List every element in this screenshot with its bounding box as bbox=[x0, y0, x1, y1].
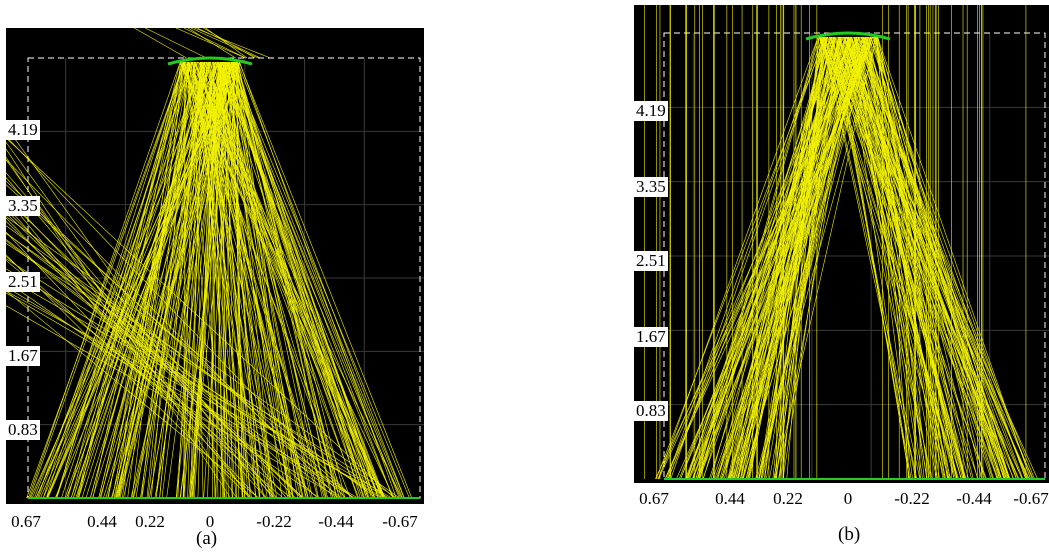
x-tick-label: 0.44 bbox=[85, 512, 119, 532]
x-tick-label: 0 bbox=[841, 489, 855, 509]
x-tick-label: -0.44 bbox=[316, 512, 356, 532]
x-tick-label: 0.67 bbox=[9, 512, 43, 532]
y-tick-label: 0.83 bbox=[6, 420, 40, 440]
lens-element bbox=[805, 31, 891, 41]
ray-trace-plot-b bbox=[634, 5, 1049, 483]
y-tick-label: 3.35 bbox=[6, 196, 40, 216]
y-tick-label: 3.35 bbox=[634, 177, 668, 197]
x-tick-label: -0.67 bbox=[1011, 489, 1049, 509]
y-tick-label: 4.19 bbox=[6, 120, 40, 140]
x-tick-label: 0.44 bbox=[713, 489, 747, 509]
lens-element bbox=[167, 56, 253, 66]
caption-b: (b) bbox=[838, 524, 861, 545]
ray-bundle bbox=[643, 5, 1038, 480]
x-tick-label: 0 bbox=[203, 512, 217, 532]
x-tick-label: 0.22 bbox=[771, 489, 805, 509]
ray-trace-plot-a bbox=[6, 28, 424, 504]
y-tick-label: 2.51 bbox=[634, 251, 668, 271]
x-tick-label: -0.67 bbox=[380, 512, 420, 532]
ray-trace-panel-b: 4.19 3.35 2.51 1.67 0.83 0.67 0.44 0.22 … bbox=[634, 5, 1049, 513]
x-tick-label: -0.44 bbox=[954, 489, 994, 509]
x-tick-label: -0.22 bbox=[892, 489, 932, 509]
y-tick-label: 2.51 bbox=[6, 272, 40, 292]
y-tick-label: 0.83 bbox=[634, 401, 668, 421]
x-tick-label: 0.22 bbox=[133, 512, 167, 532]
caption-a: (a) bbox=[196, 528, 218, 549]
y-tick-label: 4.19 bbox=[634, 101, 668, 121]
x-tick-label: -0.22 bbox=[254, 512, 294, 532]
ray-trace-panel-a: 4.19 3.35 2.51 1.67 0.83 0.67 0.44 0.22 … bbox=[6, 28, 424, 540]
ray-bundle bbox=[6, 28, 413, 499]
y-tick-label: 1.67 bbox=[6, 346, 40, 366]
x-tick-label: 0.67 bbox=[637, 489, 671, 509]
y-tick-label: 1.67 bbox=[634, 327, 668, 347]
